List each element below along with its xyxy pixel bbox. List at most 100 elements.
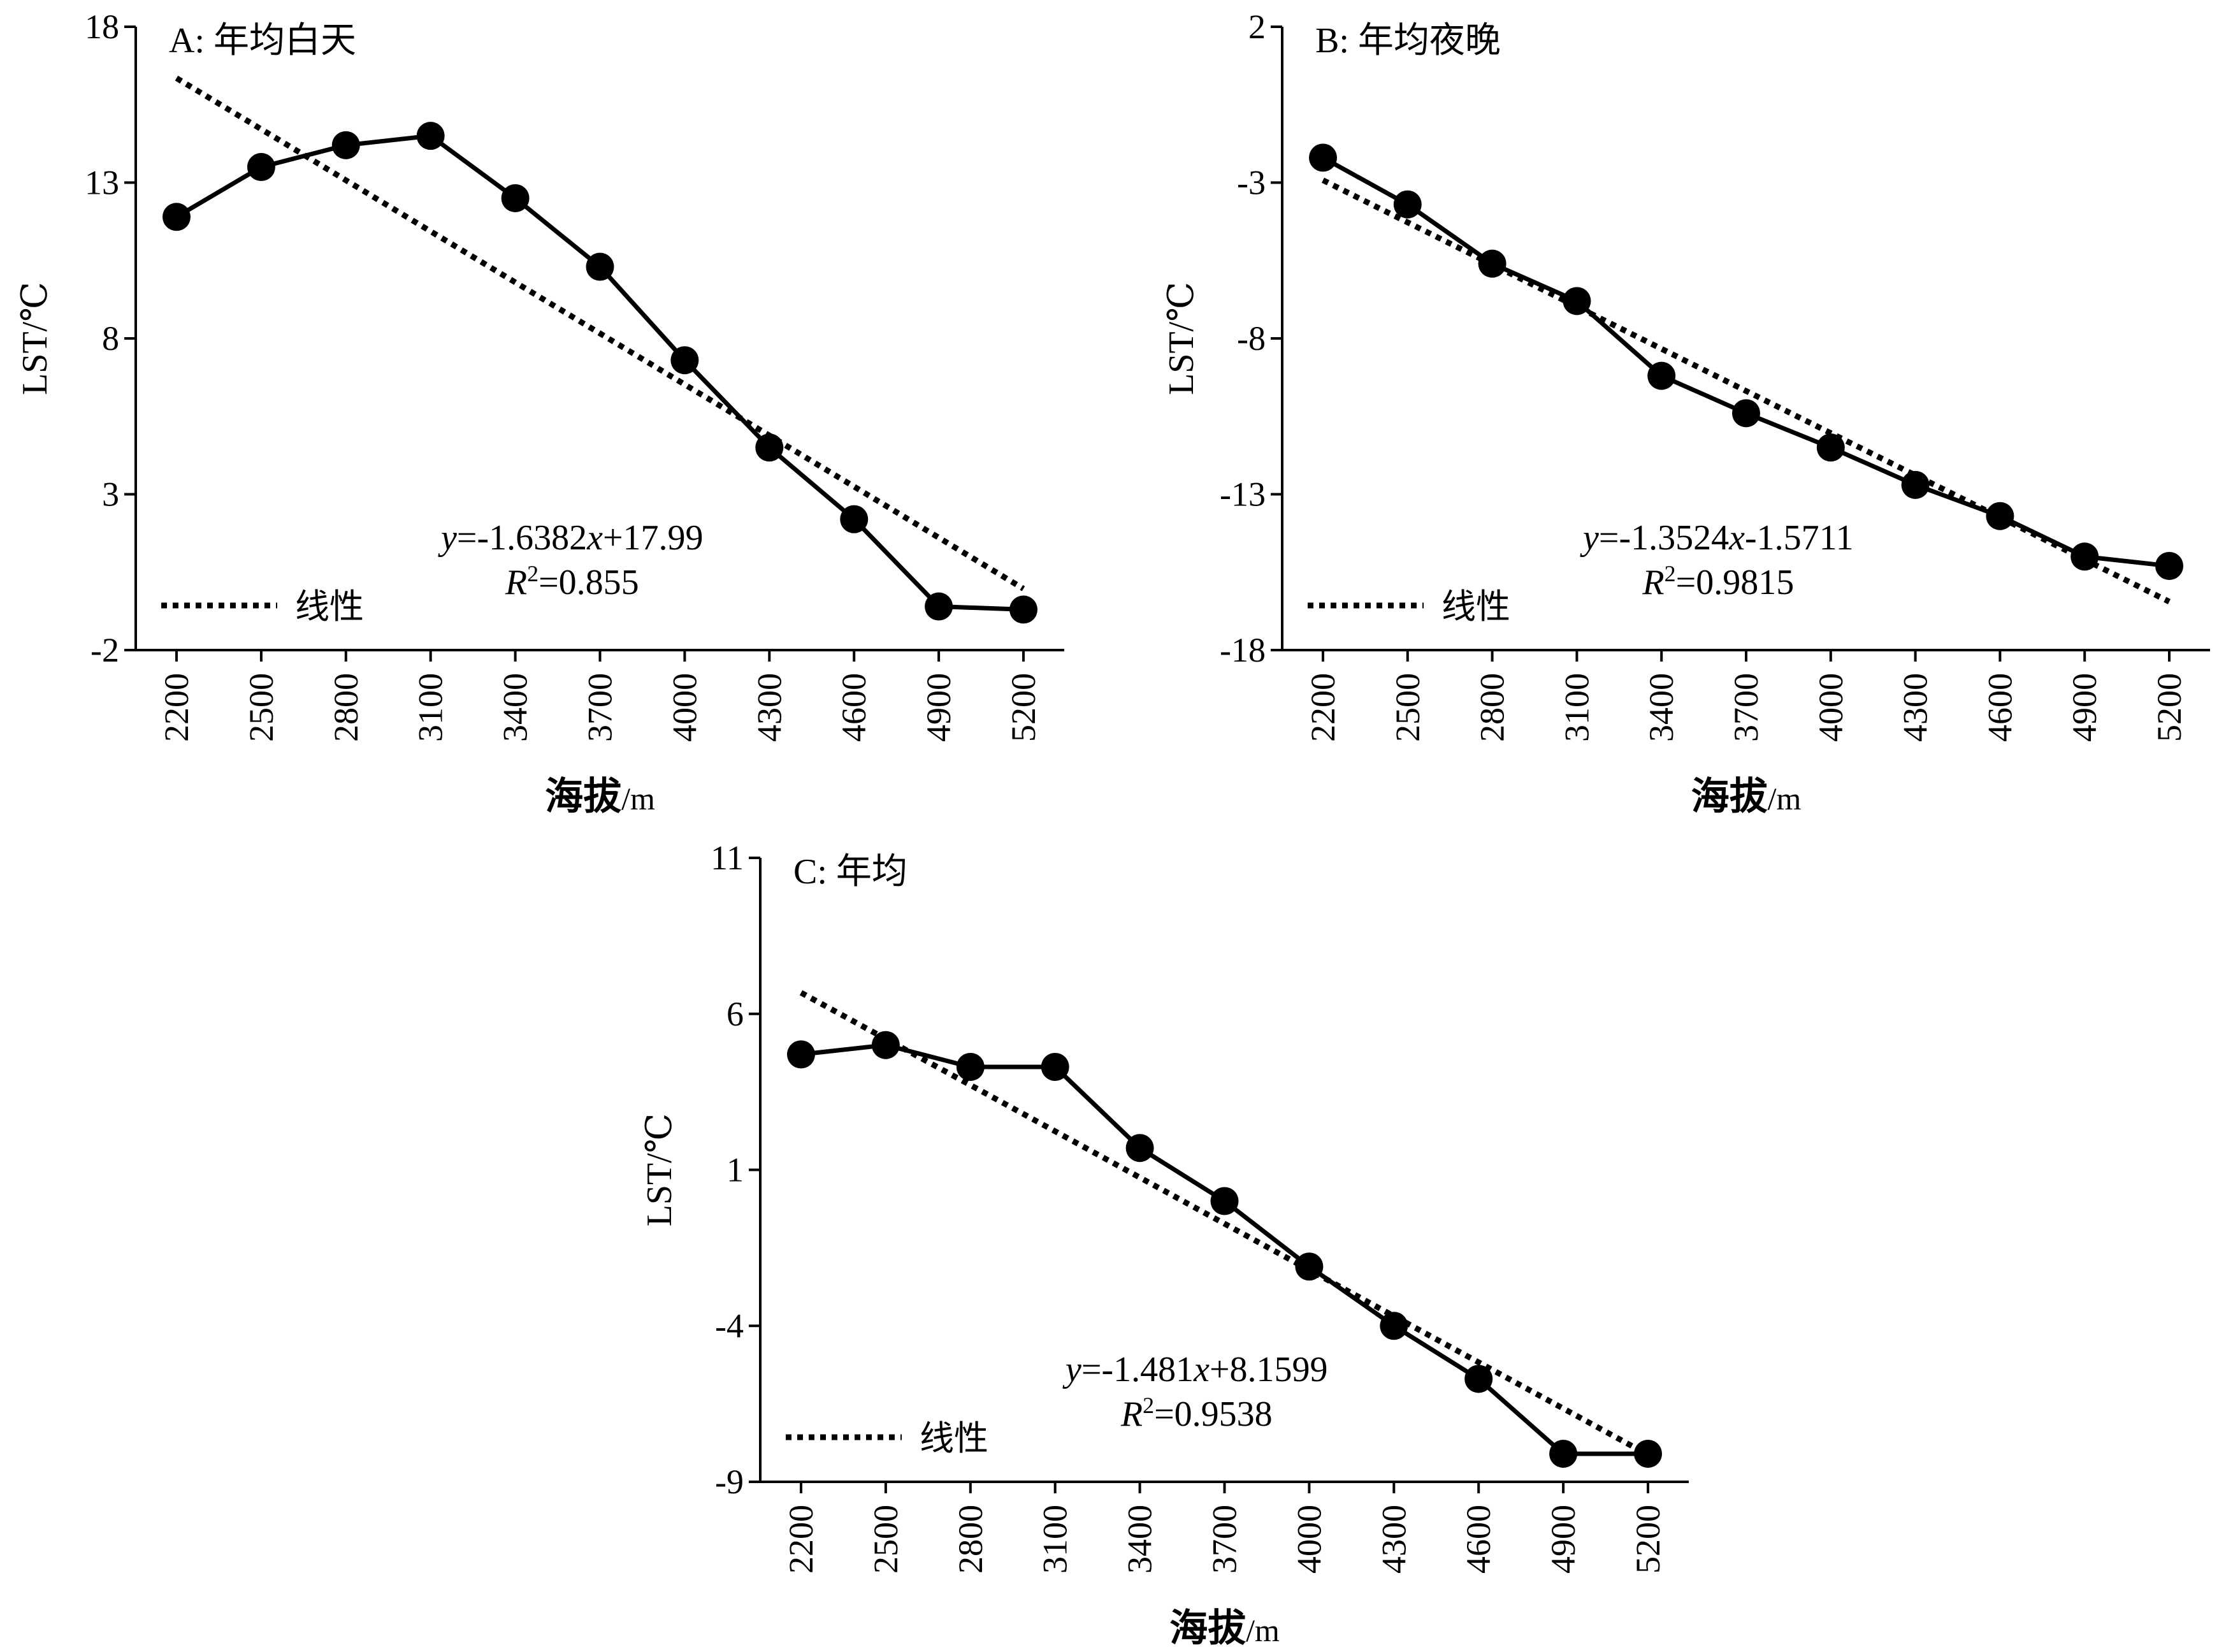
- trend-line: [1321, 177, 2171, 605]
- x-tick-label: 2200: [1304, 673, 1342, 742]
- x-tick-label: 3400: [1642, 673, 1680, 742]
- legend: 线性: [1308, 588, 1510, 626]
- x-tick-label: 4600: [1981, 673, 2019, 742]
- panel-title: A: 年均白天: [169, 21, 356, 61]
- r-squared: R2=0.9538: [1120, 1393, 1273, 1434]
- x-tick-label: 2200: [157, 673, 196, 742]
- data-point: [1634, 1439, 1662, 1468]
- chart-panel-b: -18 -13 -8 -3 2 2200 2500 2800 3100 3400 3700 4000 4…: [1162, 8, 2210, 818]
- y-tick-label: -3: [1237, 164, 1266, 202]
- data-point: [871, 1031, 900, 1059]
- data-point: [1393, 190, 1422, 219]
- x-tick-label: 4000: [1290, 1505, 1328, 1574]
- x-tick-label: 4600: [835, 673, 873, 742]
- x-tick-label: 3700: [1727, 673, 1765, 742]
- x-tick-label: 5200: [1004, 673, 1043, 742]
- data-point: [1478, 249, 1507, 278]
- y-tick-label: 2: [1248, 8, 1266, 46]
- data-point: [925, 592, 953, 621]
- x-tick-label: 2800: [1473, 673, 1512, 742]
- x-tick-label: 4000: [665, 673, 704, 742]
- x-tick-label: 3100: [1036, 1505, 1074, 1574]
- x-tick-label: 3700: [581, 673, 619, 742]
- data-point: [331, 131, 360, 159]
- data-point: [1563, 287, 1591, 315]
- y-tick-label: 11: [711, 839, 744, 877]
- x-tick-label: 4600: [1459, 1505, 1498, 1574]
- data-point: [956, 1052, 985, 1081]
- data-point: [2155, 551, 2183, 580]
- legend: 线性: [786, 1419, 988, 1458]
- y-tick-label: -4: [715, 1307, 744, 1345]
- regression-equation: y=-1.6382x+17.99: [438, 518, 704, 558]
- x-tick-label: 3100: [1557, 673, 1596, 742]
- x-tick-label: 4000: [1812, 673, 1850, 742]
- trend-line: [799, 990, 1650, 1458]
- x-axis-label: 海拔/m: [1169, 1607, 1280, 1649]
- x-tick-label: 2200: [782, 1505, 820, 1574]
- data-point: [416, 122, 445, 150]
- x-tick-label: 3100: [412, 673, 450, 742]
- y-tick-label: 13: [85, 164, 119, 202]
- y-axis-label: LST/℃: [1162, 282, 1201, 395]
- x-tick-label: 3700: [1206, 1505, 1244, 1574]
- data-point: [1380, 1312, 1408, 1340]
- chart-panel-a: -2 3 8 13 18 2200 2500 2800 3100 3400 3700 4000 4300…: [15, 8, 1064, 818]
- x-tick-label: 4900: [1544, 1505, 1582, 1574]
- legend-label: 线性: [920, 1419, 988, 1458]
- x-tick-label: 5200: [2150, 673, 2188, 742]
- r-squared: R2=0.9815: [1642, 561, 1794, 602]
- series-line: [800, 1043, 1648, 1456]
- y-tick-label: 3: [102, 475, 119, 514]
- data-point: [1816, 433, 1845, 462]
- x-tick-label: 4300: [1375, 1505, 1413, 1574]
- data-point: [1009, 595, 1037, 624]
- x-axis-label: 海拔/m: [1691, 776, 1802, 818]
- data-point: [670, 346, 699, 375]
- trend-line: [175, 75, 1025, 591]
- data-point: [1309, 143, 1337, 172]
- regression-equation: y=-1.3524x-1.5711: [1580, 518, 1854, 558]
- x-tick-label: 2800: [951, 1505, 990, 1574]
- x-tick-label: 2800: [327, 673, 365, 742]
- y-tick-label: -9: [715, 1463, 744, 1501]
- data-point: [840, 505, 869, 533]
- data-point: [163, 203, 191, 231]
- data-point: [787, 1040, 815, 1069]
- y-axis-label: LST/℃: [640, 1113, 679, 1227]
- y-tick-label: -18: [1220, 631, 1266, 669]
- y-tick-label: 8: [102, 319, 119, 358]
- data-point: [1041, 1052, 1069, 1081]
- data-point: [2070, 542, 2099, 571]
- data-point: [586, 252, 614, 281]
- panel-title: B: 年均夜晚: [1315, 21, 1501, 61]
- y-axis-label: LST/℃: [15, 282, 55, 395]
- y-tick-label: 6: [726, 995, 744, 1033]
- x-tick-label: 4900: [2065, 673, 2104, 742]
- data-point: [755, 433, 784, 462]
- data-point: [247, 153, 275, 182]
- legend: 线性: [161, 588, 364, 626]
- x-tick-label: 2500: [242, 673, 280, 742]
- y-tick-label: -13: [1220, 475, 1266, 514]
- data-point: [1986, 502, 2014, 530]
- data-point: [1210, 1187, 1239, 1215]
- data-point: [501, 184, 530, 212]
- y-tick-label: 1: [726, 1151, 744, 1189]
- series-line: [1322, 156, 2170, 569]
- x-tick-label: 4900: [920, 673, 958, 742]
- x-tick-label: 4300: [750, 673, 788, 742]
- data-point: [1464, 1365, 1493, 1393]
- x-tick-label: 5200: [1629, 1505, 1667, 1574]
- x-tick-label: 3400: [496, 673, 535, 742]
- y-tick-label: 18: [85, 8, 119, 46]
- legend-label: 线性: [295, 588, 364, 626]
- x-tick-label: 2500: [867, 1505, 905, 1574]
- data-point: [1647, 361, 1676, 390]
- y-tick-label: -8: [1237, 319, 1266, 358]
- data-point: [1901, 470, 1930, 499]
- data-point: [1125, 1134, 1154, 1163]
- data-point: [1732, 399, 1760, 428]
- x-tick-label: 2500: [1389, 673, 1427, 742]
